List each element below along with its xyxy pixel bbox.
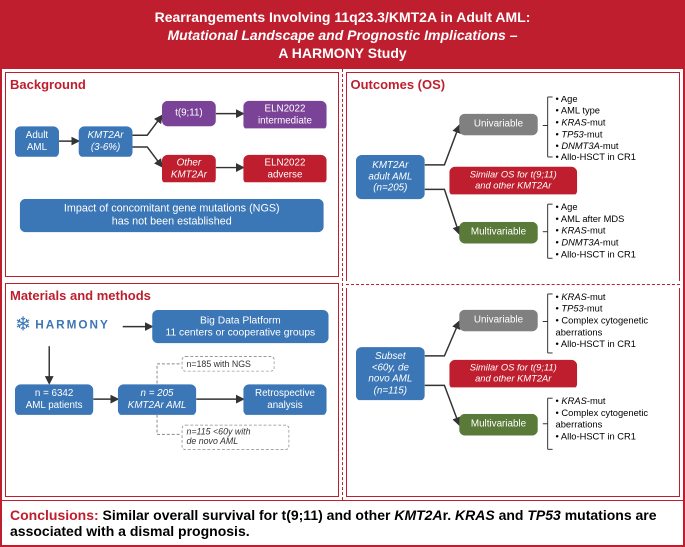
bullets-multi1: AgeAML after MDSKRAS-mutDNMT3A-mutAllo-H…	[555, 202, 673, 260]
box-multi1: Multivariable	[459, 221, 538, 243]
methods-diagram: ❄ HARMONY Big Data Platform 11 centers o…	[10, 307, 334, 454]
box-retrospective: Retrospective analysis	[243, 384, 326, 415]
box-similar2: Similar OS for t(9;11) and other KMT2Ar	[449, 360, 577, 388]
outcomes-separator	[346, 284, 681, 285]
panel-background: Background Adult AML KMT2Ar (3-6%) t(9;1…	[5, 72, 339, 277]
conclusions-text: Similar overall survival for t(9;11) and…	[10, 507, 657, 539]
conclusions-label: Conclusions:	[10, 507, 99, 523]
box-t911: t(9;11)	[162, 100, 216, 125]
box-platform: Big Data Platform 11 centers or cooperat…	[152, 310, 328, 343]
title-line3: A HARMONY Study	[12, 44, 673, 62]
background-diagram: Adult AML KMT2Ar (3-6%) t(9;11) Other KM…	[10, 96, 334, 238]
panel-methods: Materials and methods ❄ HARMONY Big Data…	[5, 283, 339, 497]
box-cohort1: KMT2Ar adult AML (n=205)	[355, 155, 424, 199]
box-eln-intermediate: ELN2022 intermediate	[243, 100, 326, 128]
title-line1: Rearrangements Involving 11q23.3/KMT2A i…	[12, 8, 673, 26]
panel-background-title: Background	[10, 77, 334, 92]
outcomes-diagram-1: KMT2Ar adult AML (n=205) Univariable Mul…	[351, 96, 676, 268]
box-uni2: Univariable	[459, 309, 538, 331]
title-line2: Mutational Landscape and Prognostic Impl…	[12, 26, 673, 44]
box-other: Other KMT2Ar	[162, 154, 216, 182]
bullets-multi2: KRAS-mutComplex cytogenetic aberrationsA…	[555, 396, 673, 443]
infographic-container: Rearrangements Involving 11q23.3/KMT2A i…	[0, 0, 685, 547]
panel-outcomes-title: Outcomes (OS)	[351, 77, 676, 92]
box-multi2: Multivariable	[459, 414, 538, 436]
panel-methods-title: Materials and methods	[10, 288, 334, 303]
box-adult-aml: Adult AML	[15, 125, 59, 156]
harmony-icon: ❄	[15, 312, 31, 337]
harmony-logo: ❄ HARMONY	[15, 312, 110, 337]
outcomes-diagram-2: Subset <60y, de novo AML (n=115) Univari…	[351, 292, 676, 459]
bullets-uni1: AgeAML typeKRAS-mutTP53-mutDNMT3A-mutAll…	[555, 96, 673, 163]
left-column: Background Adult AML KMT2Ar (3-6%) t(9;1…	[2, 69, 343, 500]
conclusions: Conclusions: Similar overall survival fo…	[2, 500, 683, 545]
main-grid: Background Adult AML KMT2Ar (3-6%) t(9;1…	[2, 69, 683, 500]
box-kmt2ar: KMT2Ar (3-6%)	[79, 125, 133, 156]
panel-outcomes-top: Outcomes (OS) KMT2Ar adult AML (n=205) U…	[346, 72, 681, 281]
box-cohort2: Subset <60y, de novo AML (n=115)	[355, 346, 424, 400]
panel-outcomes-bottom: Subset <60y, de novo AML (n=115) Univari…	[346, 288, 681, 497]
harmony-text: HARMONY	[35, 317, 109, 331]
box-impact: Impact of concomitant gene mutations (NG…	[20, 198, 324, 231]
box-eln-adverse: ELN2022 adverse	[243, 154, 326, 182]
title-bar: Rearrangements Involving 11q23.3/KMT2A i…	[2, 2, 683, 69]
box-uni1: Univariable	[459, 113, 538, 135]
bullets-uni2: KRAS-mutTP53-mutComplex cytogenetic aber…	[555, 292, 673, 350]
box-n6342: n = 6342 AML patients	[15, 384, 93, 415]
box-n185: n=185 with NGS	[182, 356, 275, 372]
right-column: Outcomes (OS) KMT2Ar adult AML (n=205) U…	[343, 69, 684, 500]
box-n115: n=115 <60y with de novo AML	[182, 424, 290, 449]
box-similar1: Similar OS for t(9;11) and other KMT2Ar	[449, 166, 577, 194]
box-n205: n = 205 KMT2Ar AML	[118, 384, 196, 415]
